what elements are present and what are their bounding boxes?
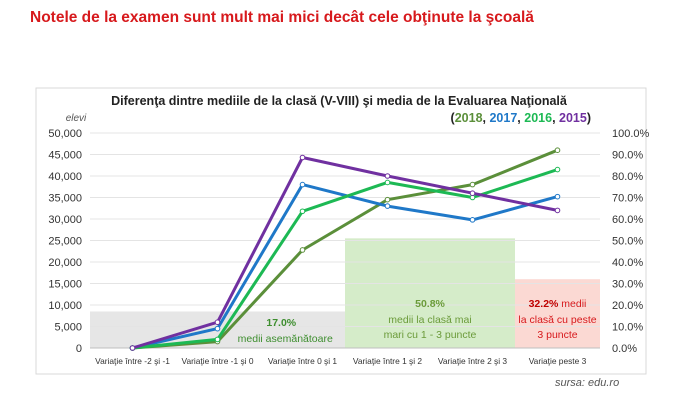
- y2-tick-label: 10.0%: [612, 322, 643, 334]
- data-point-2017: [214, 325, 221, 332]
- x-axis-ticks: Variaţie între -2 şi -1 Variaţie între -1…: [95, 356, 587, 366]
- y-tick-label: 15,000: [48, 279, 82, 291]
- annotation-pct: 50.8%: [415, 298, 445, 310]
- band-higher-over-3: [515, 279, 600, 348]
- x-tick-label: Variaţie între 2 şi 3: [438, 356, 508, 366]
- subtitle-paren: ): [587, 111, 591, 125]
- series-line-2015: [132, 156, 558, 350]
- x-tick-label: Variaţie peste 3: [529, 356, 587, 366]
- data-point-2017: [299, 181, 306, 188]
- highlight-bands: [90, 238, 600, 348]
- y2-tick-label: 20.0%: [612, 300, 643, 312]
- y2-tick-label: 50.0%: [612, 236, 643, 248]
- y2-tick-label: 70.0%: [612, 193, 643, 205]
- data-point-2015: [129, 345, 136, 351]
- y2-tick-label: 0.0%: [612, 343, 637, 355]
- data-point-2015: [554, 207, 561, 214]
- data-point-2016: [384, 179, 391, 186]
- annotation-text: la clasă cu peste: [518, 314, 596, 326]
- y-tick-label: 5,000: [54, 322, 82, 334]
- y-tick-label: 0: [76, 343, 82, 355]
- y-tick-label: 25,000: [48, 236, 82, 248]
- annotations: 17.0% medii asemănătoare 50.8% medii la cla…: [238, 298, 597, 345]
- series-line-2016: [132, 168, 558, 350]
- data-point-2017: [384, 203, 391, 209]
- grid-lines: [90, 132, 600, 327]
- y2-tick-label: 80.0%: [612, 171, 643, 183]
- subtitle-year: 2016: [524, 111, 552, 125]
- y-tick-label: 10,000: [48, 300, 82, 312]
- y2-axis-ticks: 0.0% 10.0% 20.0% 30.0% 40.0% 50.0% 60.0% 70.0% 8…: [612, 128, 650, 355]
- y-tick-label: 35,000: [48, 193, 82, 205]
- chart-subtitle: (2018, 2017, 2016, 2015): [451, 111, 591, 125]
- data-point-2017: [469, 217, 476, 223]
- annotation-text: medii la clasă mai: [388, 314, 471, 326]
- subtitle-year: 2017: [489, 111, 517, 125]
- subtitle-sep: ,: [483, 111, 490, 125]
- x-tick-label: Variaţie între 1 şi 2: [353, 356, 423, 366]
- x-tick-label: Variaţie între -2 şi -1: [95, 356, 170, 366]
- x-tick-label: Variaţie între -1 şi 0: [182, 356, 254, 366]
- y-tick-label: 45,000: [48, 150, 82, 162]
- series-line-2018: [132, 148, 559, 350]
- annotation-text: mari cu 1 - 3 puncte: [384, 329, 477, 341]
- y-tick-label: 30,000: [48, 214, 82, 226]
- annotation-text: medii asemănătoare: [238, 333, 333, 345]
- subtitle-paren: (: [451, 111, 456, 125]
- y2-tick-label: 100.0%: [612, 128, 650, 140]
- y2-tick-label: 40.0%: [612, 257, 643, 269]
- data-point-2015: [469, 190, 476, 196]
- annotation-pct: 17.0%: [266, 317, 296, 329]
- data-point-2015: [299, 154, 306, 161]
- data-point-2016: [554, 166, 561, 173]
- y-tick-label: 40,000: [48, 171, 82, 183]
- y2-tick-label: 90.0%: [612, 150, 643, 162]
- subtitle-sep: ,: [517, 111, 524, 125]
- data-point-2018: [469, 181, 476, 188]
- band-higher-1-3: [345, 238, 515, 348]
- source-note: sursa: edu.ro: [555, 377, 620, 389]
- y-tick-label: 20,000: [48, 257, 82, 269]
- subtitle-year: 2018: [455, 111, 483, 125]
- data-point-2018: [384, 196, 391, 203]
- x-tick-label: Variaţie între 0 şi 1: [268, 356, 338, 366]
- y2-tick-label: 30.0%: [612, 279, 643, 291]
- subtitle-sep: ,: [552, 111, 559, 125]
- data-point-2018: [299, 247, 306, 253]
- data-point-2016: [299, 208, 306, 215]
- y-axis-label: elevi: [66, 113, 87, 124]
- y-tick-label: 50,000: [48, 128, 82, 140]
- subtitle-year: 2015: [559, 111, 587, 125]
- y2-tick-label: 60.0%: [612, 214, 643, 226]
- y-axis-ticks: 0 5,000 10,000 15,000 20,000 25,000 30,000 35,0…: [48, 128, 82, 355]
- data-point-2016: [214, 336, 221, 343]
- annotation-text: medii: [558, 298, 586, 310]
- data-point-2017: [554, 193, 561, 200]
- data-point-2018: [554, 147, 561, 153]
- annotation-pct: 32.2%: [529, 298, 559, 310]
- annotation-text: 3 puncte: [537, 329, 577, 341]
- chart-frame: [35, 87, 647, 375]
- data-point-2015: [384, 173, 391, 179]
- page-title: Notele de la examen sunt mult mai mici d…: [30, 9, 534, 26]
- chart-title: Diferenţa dintre mediile de la clasă (V-…: [111, 94, 568, 108]
- data-point-2015: [214, 319, 221, 326]
- annotation-text: 32.2% medii: [529, 298, 587, 310]
- series-lines: [129, 147, 561, 351]
